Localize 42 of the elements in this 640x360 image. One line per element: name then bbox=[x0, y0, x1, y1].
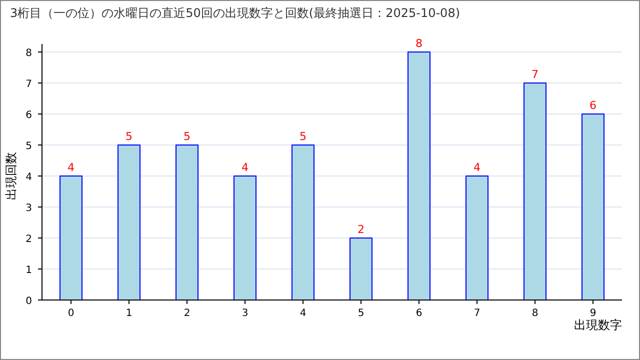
data-label: 4 bbox=[68, 161, 74, 174]
bar bbox=[466, 176, 488, 300]
y-tick-label: 3 bbox=[26, 203, 32, 214]
x-tick-label: 7 bbox=[474, 308, 480, 319]
x-tick-label: 6 bbox=[416, 308, 422, 319]
bar bbox=[582, 114, 604, 300]
x-tick-label: 5 bbox=[358, 308, 364, 319]
data-label: 5 bbox=[184, 130, 190, 143]
bar bbox=[118, 144, 140, 300]
x-tick-label: 8 bbox=[532, 308, 538, 319]
y-tick-label: 4 bbox=[26, 172, 32, 183]
x-tick-label: 9 bbox=[590, 308, 596, 319]
y-tick-label: 2 bbox=[26, 234, 32, 245]
y-tick-label: 5 bbox=[26, 141, 32, 152]
data-label: 7 bbox=[532, 68, 538, 81]
bar bbox=[524, 82, 546, 300]
bar bbox=[176, 144, 198, 300]
data-label: 4 bbox=[242, 161, 248, 174]
bar bbox=[408, 52, 430, 300]
x-tick-label: 1 bbox=[126, 308, 132, 319]
data-label: 5 bbox=[126, 130, 132, 143]
x-tick-label: 2 bbox=[184, 308, 190, 319]
y-tick-label: 6 bbox=[26, 110, 32, 121]
x-tick-label: 3 bbox=[242, 308, 248, 319]
y-tick-label: 1 bbox=[26, 265, 32, 276]
data-label: 6 bbox=[590, 99, 596, 112]
bar bbox=[292, 144, 314, 300]
data-label: 8 bbox=[416, 37, 422, 50]
chart-title: 3桁目（一の位）の水曜日の直近50回の出現数字と回数(最終抽選日：2025-10-08) bbox=[10, 6, 460, 20]
x-axis-title: 出現数字 bbox=[574, 318, 622, 332]
data-label: 2 bbox=[358, 223, 364, 236]
y-tick-label: 7 bbox=[26, 79, 32, 90]
data-label: 4 bbox=[474, 161, 480, 174]
bar bbox=[234, 176, 256, 300]
x-tick-label: 0 bbox=[68, 308, 74, 319]
y-axis-title: 出現回数 bbox=[4, 152, 18, 200]
y-tick-label: 0 bbox=[26, 296, 32, 307]
bar bbox=[60, 176, 82, 300]
data-label: 5 bbox=[300, 130, 306, 143]
y-tick-label: 8 bbox=[26, 48, 32, 59]
x-tick-label: 4 bbox=[300, 308, 306, 319]
bar bbox=[350, 238, 372, 300]
